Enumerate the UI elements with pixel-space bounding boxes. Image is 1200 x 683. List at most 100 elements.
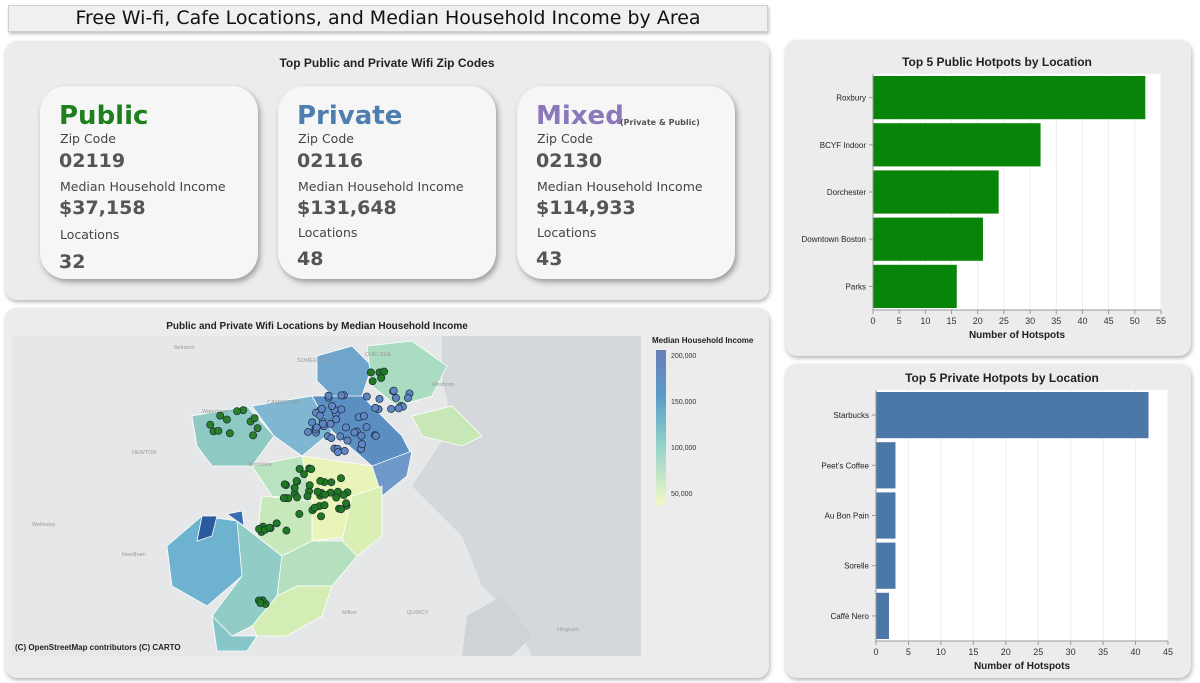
wifi-point[interactable] <box>324 391 333 400</box>
wifi-point[interactable] <box>339 491 348 499</box>
bar[interactable] <box>876 592 889 639</box>
wifi-point[interactable] <box>282 526 291 535</box>
wifi-point[interactable] <box>389 386 398 395</box>
wifi-point[interactable] <box>214 426 223 435</box>
zip-region[interactable] <box>251 585 333 637</box>
wifi-point[interactable] <box>250 414 259 423</box>
wifi-point[interactable] <box>265 523 274 532</box>
wifi-point[interactable] <box>280 480 289 489</box>
wifi-point[interactable] <box>313 487 322 496</box>
wifi-point[interactable] <box>342 499 351 508</box>
legend-title: Median Household Income <box>652 336 754 345</box>
wifi-point[interactable] <box>320 501 329 510</box>
wifi-point[interactable] <box>387 404 396 413</box>
bar[interactable] <box>876 492 896 539</box>
wifi-point[interactable] <box>327 434 336 443</box>
wifi-point[interactable] <box>380 367 389 376</box>
private-card[interactable]: Private Zip Code 02116 Median Household … <box>278 86 496 279</box>
map-svg[interactable]: Belmont SOMERVILLE CHELSEA Winthrop CAMB… <box>12 336 641 656</box>
wifi-point[interactable] <box>337 505 346 514</box>
wifi-point[interactable] <box>295 464 304 473</box>
wifi-point[interactable] <box>292 477 301 485</box>
zip-region[interactable] <box>196 515 218 542</box>
mixed-card[interactable]: Mixed (Private & Public) Zip Code 02130 … <box>517 86 735 279</box>
zip-region[interactable] <box>226 510 245 527</box>
wifi-point[interactable] <box>350 428 359 437</box>
wifi-point[interactable] <box>371 431 380 440</box>
wifi-point[interactable] <box>336 432 345 441</box>
wifi-point[interactable] <box>368 377 377 386</box>
wifi-point[interactable] <box>316 477 325 485</box>
wifi-point[interactable] <box>327 478 336 487</box>
wifi-point[interactable] <box>293 493 301 502</box>
bar[interactable] <box>873 76 1146 120</box>
public-card[interactable]: Public Zip Code 02119 Median Household I… <box>40 86 258 279</box>
zip-region[interactable] <box>366 340 448 407</box>
wifi-point[interactable] <box>317 512 325 521</box>
wifi-point[interactable] <box>366 368 375 377</box>
zip-region[interactable] <box>371 450 413 497</box>
wifi-point[interactable] <box>317 404 326 413</box>
wifi-point[interactable] <box>300 470 308 479</box>
wifi-point[interactable] <box>310 503 319 512</box>
wifi-point[interactable] <box>222 415 231 424</box>
wifi-point[interactable] <box>206 420 215 429</box>
wifi-point[interactable] <box>326 419 335 428</box>
wifi-point[interactable] <box>358 440 366 449</box>
wifi-point[interactable] <box>332 415 341 424</box>
wifi-point[interactable] <box>290 483 299 492</box>
zip-region[interactable] <box>411 405 483 447</box>
wifi-point[interactable] <box>359 411 368 420</box>
wifi-point[interactable] <box>362 423 371 432</box>
wifi-point[interactable] <box>337 405 346 414</box>
public-hotspots-chart[interactable]: Top 5 Public Hotpots by Location 0 5 10 15 20… <box>785 40 1191 356</box>
private-hotspots-chart[interactable]: Top 5 Private Hotpots by Location 0 5 10 15 2… <box>785 364 1191 678</box>
wifi-point[interactable] <box>308 418 317 427</box>
bar[interactable] <box>873 217 983 261</box>
zip-region[interactable] <box>341 485 383 557</box>
wifi-point[interactable] <box>394 404 403 413</box>
wifi-points-layer[interactable] <box>206 367 414 608</box>
wifi-point[interactable] <box>216 411 225 420</box>
wifi-point[interactable] <box>362 392 371 401</box>
wifi-point[interactable] <box>404 394 412 402</box>
bar[interactable] <box>873 264 957 308</box>
wifi-point[interactable] <box>304 428 312 436</box>
wifi-point[interactable] <box>272 519 281 528</box>
wifi-point[interactable] <box>233 407 242 416</box>
wifi-point[interactable] <box>318 419 327 428</box>
zip-region[interactable] <box>251 395 333 457</box>
wifi-point[interactable] <box>357 431 366 440</box>
wifi-point[interactable] <box>303 492 312 501</box>
wifi-point[interactable] <box>316 411 324 420</box>
wifi-point[interactable] <box>377 374 386 382</box>
wifi-point[interactable] <box>328 402 336 410</box>
map-canvas[interactable]: Belmont SOMERVILLE CHELSEA Winthrop CAMB… <box>12 336 641 656</box>
wifi-point[interactable] <box>225 429 234 438</box>
zip-region[interactable] <box>211 614 258 652</box>
wifi-point[interactable] <box>320 490 329 499</box>
bar[interactable] <box>873 170 999 214</box>
wifi-point[interactable] <box>333 448 342 457</box>
wifi-point[interactable] <box>392 393 400 402</box>
bar[interactable] <box>873 123 1041 167</box>
wifi-point[interactable] <box>256 598 265 607</box>
wifi-point[interactable] <box>253 424 262 433</box>
wifi-point[interactable] <box>305 481 314 490</box>
wifi-point[interactable] <box>337 474 345 483</box>
wifi-point[interactable] <box>312 423 321 432</box>
wifi-point[interactable] <box>295 510 304 518</box>
wifi-point[interactable] <box>342 423 350 432</box>
wifi-point[interactable] <box>307 465 316 474</box>
wifi-point[interactable] <box>337 391 346 400</box>
wifi-point[interactable] <box>340 447 349 455</box>
bar[interactable] <box>876 442 896 489</box>
wifi-point[interactable] <box>371 403 380 412</box>
wifi-point[interactable] <box>249 431 258 440</box>
wifi-point[interactable] <box>332 493 341 502</box>
bar[interactable] <box>876 542 896 589</box>
wifi-point[interactable] <box>375 395 384 403</box>
wifi-point[interactable] <box>343 436 352 445</box>
bar[interactable] <box>876 392 1149 439</box>
wifi-point[interactable] <box>279 494 288 503</box>
